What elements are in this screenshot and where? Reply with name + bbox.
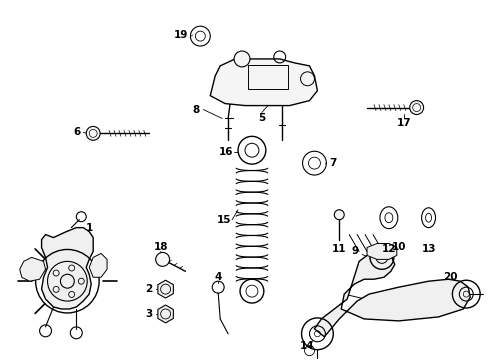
Circle shape: [86, 126, 100, 140]
Text: 10: 10: [391, 243, 405, 252]
Circle shape: [234, 51, 249, 67]
Text: 18: 18: [153, 243, 167, 252]
Text: 1: 1: [85, 222, 93, 233]
Text: 12: 12: [381, 244, 395, 255]
Text: 4: 4: [214, 272, 222, 282]
Polygon shape: [210, 59, 317, 105]
Polygon shape: [158, 305, 173, 323]
Circle shape: [409, 100, 423, 114]
Circle shape: [155, 252, 169, 266]
Text: 19: 19: [174, 30, 188, 40]
Text: 13: 13: [421, 244, 435, 255]
Polygon shape: [89, 253, 107, 277]
Text: 20: 20: [442, 272, 457, 282]
Text: 6: 6: [74, 127, 81, 138]
Text: 5: 5: [258, 113, 265, 123]
Text: 11: 11: [331, 244, 346, 255]
Text: 7: 7: [329, 158, 336, 168]
Text: 15: 15: [217, 215, 231, 225]
Text: 8: 8: [192, 104, 200, 114]
Text: 9: 9: [351, 247, 358, 256]
Polygon shape: [20, 257, 45, 281]
Polygon shape: [41, 228, 93, 309]
Bar: [247, 65, 287, 89]
Text: 14: 14: [300, 341, 314, 351]
Text: 3: 3: [145, 309, 152, 319]
Text: 17: 17: [396, 118, 410, 129]
Polygon shape: [158, 280, 173, 298]
Text: 2: 2: [145, 284, 152, 294]
Polygon shape: [366, 243, 396, 260]
Text: 16: 16: [219, 147, 233, 157]
Polygon shape: [314, 251, 469, 337]
Circle shape: [334, 210, 344, 220]
